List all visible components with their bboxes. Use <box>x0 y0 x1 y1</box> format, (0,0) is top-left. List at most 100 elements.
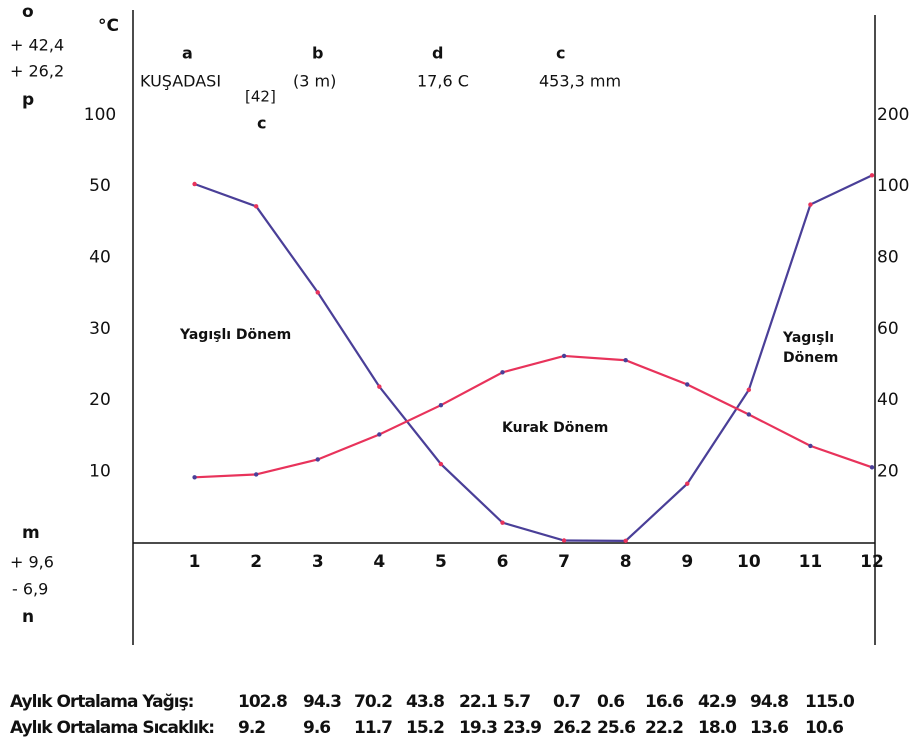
point <box>438 461 444 467</box>
annotation: b <box>312 44 323 63</box>
point <box>500 520 505 525</box>
point <box>685 382 690 387</box>
x-tick-label: 3 <box>312 552 324 572</box>
table-value: 0.6 <box>597 692 624 712</box>
table-value: 18.0 <box>698 718 737 738</box>
table-value: 0.7 <box>553 692 580 712</box>
table-value: 70.2 <box>354 692 392 712</box>
point <box>253 472 259 477</box>
series-line <box>194 354 873 479</box>
y2-tick-label: 80 <box>877 247 899 267</box>
y2-tick-label: 200 <box>877 105 909 125</box>
table-value: 115.0 <box>805 692 855 712</box>
x-tick-label: 2 <box>250 552 262 572</box>
table-value: 94.8 <box>750 692 788 712</box>
x-tick-label: 11 <box>799 552 823 572</box>
y-tick-label: 100 <box>84 105 116 125</box>
series-line <box>194 174 873 542</box>
point <box>438 402 444 408</box>
annotation: m <box>22 523 40 543</box>
point <box>623 358 628 363</box>
x-tick-label: 8 <box>620 552 632 572</box>
point <box>746 412 752 417</box>
annotation: Kurak Dönem <box>502 420 608 436</box>
x-tick-label: 12 <box>860 552 884 572</box>
point <box>315 290 320 295</box>
annotation: + 9,6 <box>10 553 54 572</box>
x-tick-label: 7 <box>558 552 570 572</box>
table-row-label: Aylık Ortalama Yağış: <box>10 692 193 712</box>
annotation: [42] <box>245 88 276 106</box>
y-tick-label: 40 <box>89 247 111 267</box>
table-value: 43.8 <box>406 692 444 712</box>
y-tick-label: 50 <box>89 176 111 196</box>
annotation: 17,6 C <box>417 72 469 91</box>
point <box>377 384 382 389</box>
y-tick-label: 10 <box>89 462 111 482</box>
y2-tick-label: 60 <box>877 319 899 339</box>
annotation: Dönem <box>783 350 838 366</box>
table-value: 42.9 <box>698 692 736 712</box>
point <box>561 353 567 359</box>
x-tick-label: 1 <box>189 552 201 572</box>
table-value: 19.3 <box>459 718 497 738</box>
annotation: + 42,4 <box>10 36 64 55</box>
x-tick-label: 10 <box>737 552 761 572</box>
table-value: 13.6 <box>750 718 788 738</box>
annotation: n <box>22 607 34 627</box>
y-unit: °C <box>98 16 119 36</box>
x-tick-label: 4 <box>373 552 385 572</box>
table-value: 26.2 <box>553 718 591 738</box>
annotation: a <box>182 44 193 63</box>
table-value: 25.6 <box>597 718 635 738</box>
point <box>808 443 813 449</box>
table-value: 102.8 <box>238 692 287 712</box>
y2-tick-label: 40 <box>877 390 899 410</box>
annotation: c <box>257 114 266 133</box>
table-value: 22.1 <box>459 692 497 712</box>
point <box>869 465 875 470</box>
y-tick-label: 20 <box>89 390 111 410</box>
table-value: 11.7 <box>354 718 392 738</box>
x-tick-label: 9 <box>681 552 693 572</box>
point <box>685 481 690 486</box>
point <box>623 538 628 544</box>
annotation: KUŞADASI <box>140 72 221 91</box>
table-value: 23.9 <box>503 718 541 738</box>
annotation: + 26,2 <box>10 62 64 81</box>
table-value: 22.2 <box>645 718 683 738</box>
point <box>808 202 813 207</box>
annotation: Yagışlı Dönem <box>179 327 291 343</box>
point <box>561 538 567 543</box>
y2-tick-label: 100 <box>877 176 909 196</box>
table-value: 16.6 <box>645 692 683 712</box>
y-tick-label: 30 <box>89 319 111 339</box>
table-value: 94.3 <box>303 692 341 712</box>
point <box>746 387 752 393</box>
annotation: Yagışlı <box>782 330 834 346</box>
point <box>315 457 320 462</box>
table-row-label: Aylık Ortalama Sıcaklık: <box>10 718 214 738</box>
point <box>377 432 382 437</box>
point <box>253 204 259 209</box>
annotation: 453,3 mm <box>539 72 621 91</box>
annotation: p <box>22 90 34 110</box>
point <box>192 475 197 480</box>
point <box>869 173 875 178</box>
annotation: d <box>432 44 443 63</box>
annotation: (3 m) <box>293 72 336 91</box>
annotation: o <box>22 2 34 22</box>
table-value: 9.2 <box>238 718 265 738</box>
x-tick-label: 5 <box>435 552 447 572</box>
table-value: 10.6 <box>805 718 843 738</box>
table-value: 5.7 <box>503 692 530 712</box>
annotation: c <box>556 44 565 63</box>
annotation: - 6,9 <box>12 580 48 599</box>
point <box>192 181 197 187</box>
x-tick-label: 6 <box>497 552 509 572</box>
table-value: 15.2 <box>406 718 444 738</box>
point <box>500 370 505 375</box>
y2-tick-label: 20 <box>877 462 899 482</box>
table-value: 9.6 <box>303 718 330 738</box>
